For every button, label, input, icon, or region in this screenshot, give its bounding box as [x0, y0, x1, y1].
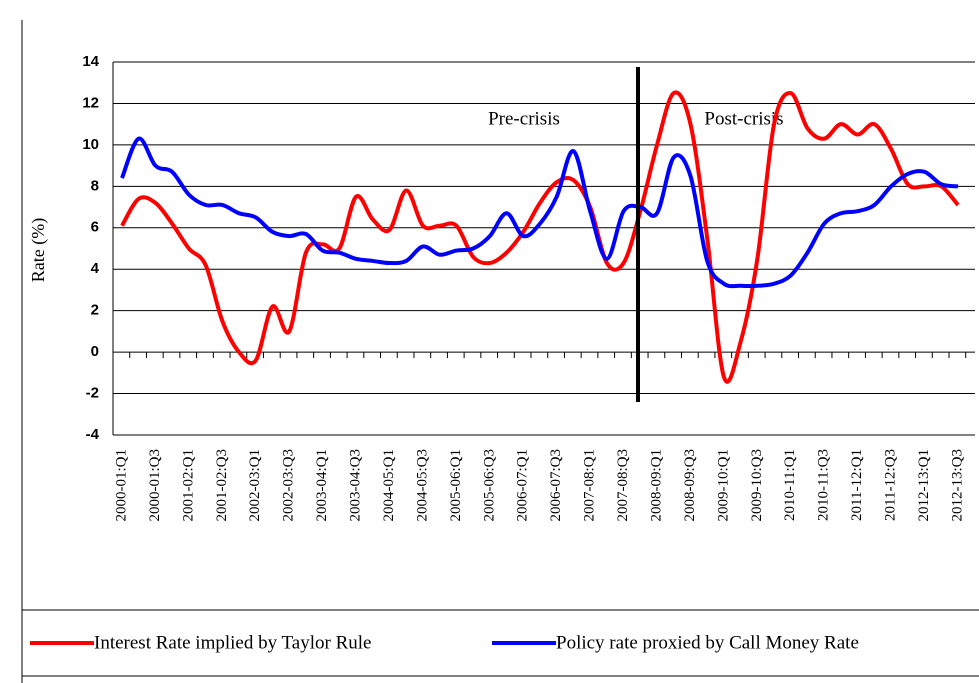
data-line [120, 90, 960, 384]
y-tick-label: -4 [86, 426, 100, 443]
x-tick-label: 2002-03:Q3 [281, 449, 297, 522]
x-tick-label: 2012-13:Q3 [949, 449, 965, 522]
y-tick-label: 2 [91, 302, 99, 319]
x-tick-label: 2000-01:Q1 [113, 449, 129, 522]
y-tick-label: 4 [91, 260, 100, 277]
x-tick-label: 2001-02:Q1 [180, 449, 196, 522]
legend-label: Policy rate proxied by Call Money Rate [556, 632, 859, 653]
x-tick-label: 2002-03:Q1 [247, 449, 263, 522]
x-tick-label: 2001-02:Q3 [214, 449, 230, 522]
x-tick-label: 2000-01:Q3 [147, 449, 163, 522]
x-tick-label: 2009-10:Q3 [749, 449, 765, 522]
legend-label: Interest Rate implied by Taylor Rule [94, 632, 371, 653]
y-tick-label: 10 [82, 136, 99, 153]
x-tick-label: 2010-11:Q3 [816, 449, 832, 521]
legend-box [21, 609, 979, 677]
x-tick-label: 2007-08:Q3 [615, 449, 631, 522]
x-tick-label: 2011-12:Q3 [883, 449, 899, 521]
x-tick-label: 2011-12:Q1 [849, 449, 865, 521]
y-tick-label: -2 [86, 385, 99, 402]
y-tick-label: 6 [91, 219, 99, 236]
x-tick-label: 2006-07:Q3 [548, 449, 564, 522]
y-tick-label: 14 [82, 53, 99, 70]
x-tick-label: 2008-09:Q1 [648, 449, 664, 522]
y-axis-label: Rate (%) [28, 218, 49, 282]
x-tick-label: 2005-06:Q3 [481, 449, 497, 522]
x-tick-label: 2009-10:Q1 [715, 449, 731, 522]
x-tick-label: 2004-05:Q1 [381, 449, 397, 522]
x-tick-label: 2006-07:Q1 [515, 449, 531, 522]
x-tick-label: 2012-13:Q1 [916, 449, 932, 522]
x-tick-label: 2008-09:Q3 [682, 449, 698, 522]
x-tick-label: 2010-11:Q1 [782, 449, 798, 521]
legend: Interest Rate implied by Taylor Rule Poli… [30, 632, 859, 653]
y-tick-label: 12 [82, 94, 99, 111]
x-tick-label: 2005-06:Q1 [448, 449, 464, 521]
x-tick-label: 2007-08:Q1 [582, 449, 598, 522]
data-line [120, 136, 959, 289]
annotation: Pre-crisis [488, 108, 560, 129]
x-tick-label: 2004-05:Q3 [414, 449, 430, 522]
x-tick-label: 2003-04:Q3 [348, 449, 364, 522]
y-tick-label: 0 [91, 343, 99, 360]
x-tick-label: 2003-04:Q1 [314, 449, 330, 522]
y-tick-label: 8 [91, 177, 99, 194]
annotation: Post-crisis [704, 108, 783, 129]
